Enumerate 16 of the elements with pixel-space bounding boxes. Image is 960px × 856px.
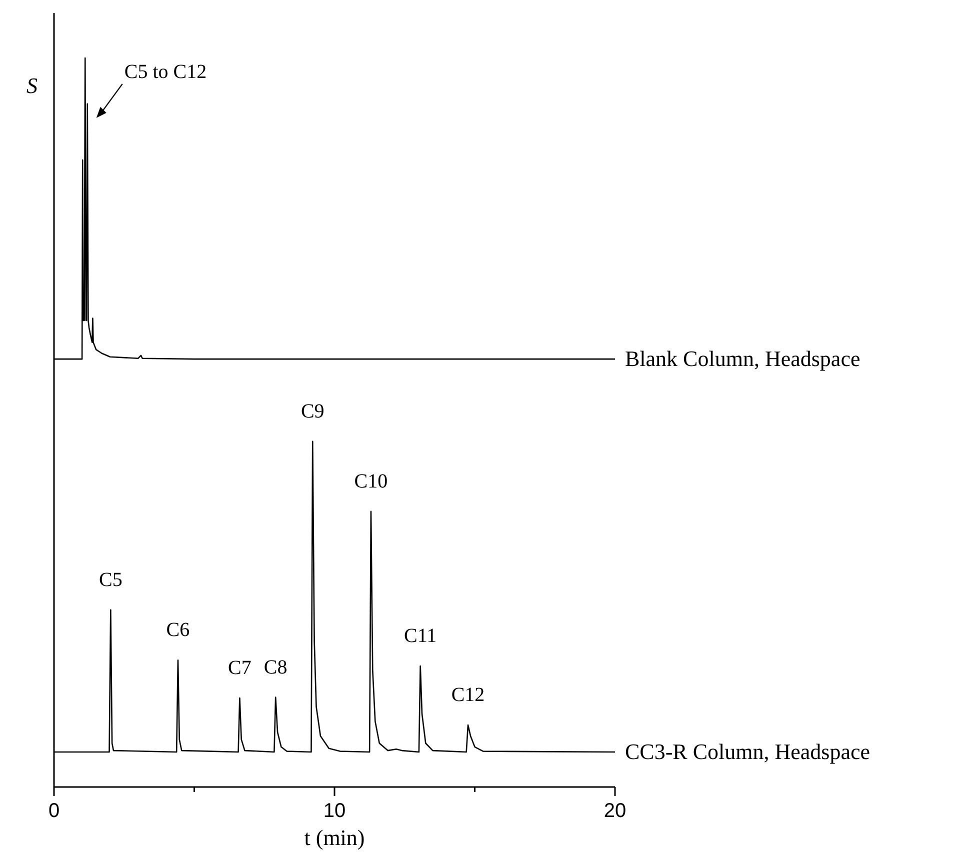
- annotation: C5 to C12: [124, 60, 207, 83]
- x-tick-label: 10: [323, 800, 346, 822]
- annotation: C7: [228, 657, 252, 680]
- x-tick-label: 0: [48, 800, 60, 822]
- annotation: C5: [98, 568, 122, 591]
- x-axis-title: t (min): [304, 825, 365, 850]
- annotation: C8: [264, 656, 288, 678]
- annotation: C12: [451, 684, 485, 706]
- annotation: C9: [300, 400, 324, 422]
- x-tick-label: 20: [604, 800, 626, 822]
- annotation: C6: [166, 619, 190, 642]
- series-label: Blank Column, Headspace: [625, 346, 860, 372]
- series-label: CC3-R Column, Headspace: [625, 739, 870, 764]
- annotation: C11: [404, 624, 437, 647]
- annotation: C10: [354, 470, 388, 492]
- y-axis-title: S: [26, 73, 38, 98]
